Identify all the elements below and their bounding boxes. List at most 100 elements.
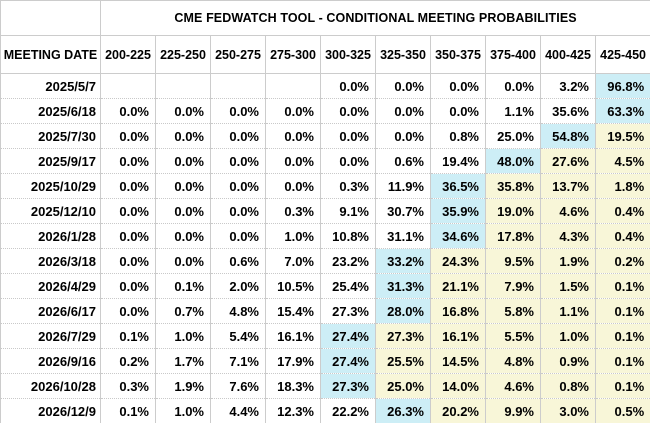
column-header-rate-range: 200-225 xyxy=(100,35,156,74)
probability-cell: 4.6% xyxy=(540,198,596,224)
title-row: CME FEDWATCH TOOL - CONDITIONAL MEETING … xyxy=(0,0,650,36)
probability-cell: 25.5% xyxy=(375,348,431,374)
meeting-date-cell: 2026/9/16 xyxy=(0,348,101,374)
probability-cell: 1.0% xyxy=(265,223,321,249)
probability-cell: 0.0% xyxy=(210,148,266,174)
probability-cell: 16.1% xyxy=(430,323,486,349)
probability-cell: 20.2% xyxy=(430,398,486,423)
probability-cell: 19.5% xyxy=(595,123,650,149)
probability-cell: 0.0% xyxy=(320,123,376,149)
probability-cell: 0.1% xyxy=(595,273,650,299)
probability-cell: 96.8% xyxy=(595,73,650,99)
probability-cell: 0.0% xyxy=(155,248,211,274)
probability-cell: 0.0% xyxy=(155,123,211,149)
probability-cell: 0.0% xyxy=(210,223,266,249)
probability-cell: 11.9% xyxy=(375,173,431,199)
table-title: CME FEDWATCH TOOL - CONDITIONAL MEETING … xyxy=(100,0,650,36)
meeting-date-cell: 2026/10/28 xyxy=(0,373,101,399)
probability-cell: 0.0% xyxy=(375,123,431,149)
probability-cell: 0.9% xyxy=(540,348,596,374)
probability-cell: 1.5% xyxy=(540,273,596,299)
probability-cell: 0.0% xyxy=(430,73,486,99)
probability-cell: 1.1% xyxy=(540,298,596,324)
probability-cell: 0.0% xyxy=(265,123,321,149)
probability-cell: 0.0% xyxy=(100,248,156,274)
table-row: 2026/4/29 0.0% 0.1% 2.0% 10.5% 25.4% 31.3% 21.1… xyxy=(0,273,650,299)
probability-cell: 25.4% xyxy=(320,273,376,299)
probability-cell: 0.0% xyxy=(210,198,266,224)
table-row: 2025/7/30 0.0% 0.0% 0.0% 0.0% 0.0% 0.0% 0.8% 25.… xyxy=(0,123,650,149)
probability-cell: 18.3% xyxy=(265,373,321,399)
column-header-rate-range: 425-450 xyxy=(595,35,650,74)
probability-cell: 12.3% xyxy=(265,398,321,423)
probability-cell: 5.8% xyxy=(485,298,541,324)
probability-cell: 10.8% xyxy=(320,223,376,249)
probability-cell: 25.0% xyxy=(485,123,541,149)
probability-cell: 4.4% xyxy=(210,398,266,423)
probability-cell: 23.2% xyxy=(320,248,376,274)
probability-cell: 1.7% xyxy=(155,348,211,374)
probability-cell: 7.1% xyxy=(210,348,266,374)
probability-cell: 0.1% xyxy=(100,323,156,349)
probability-cell: 9.5% xyxy=(485,248,541,274)
probability-cell: 5.4% xyxy=(210,323,266,349)
probability-cell: 0.0% xyxy=(100,198,156,224)
probability-cell: 9.9% xyxy=(485,398,541,423)
probability-cell: 27.3% xyxy=(320,373,376,399)
probability-cell: 0.0% xyxy=(155,98,211,124)
probability-cell: 17.8% xyxy=(485,223,541,249)
column-header-rate-range: 400-425 xyxy=(540,35,596,74)
probability-cell: 0.3% xyxy=(265,198,321,224)
probability-cell: 0.8% xyxy=(540,373,596,399)
probability-cell: 0.1% xyxy=(155,273,211,299)
probability-cell: 30.7% xyxy=(375,198,431,224)
probability-cell: 0.1% xyxy=(595,348,650,374)
probability-cell xyxy=(265,73,321,99)
probability-cell: 0.0% xyxy=(210,123,266,149)
probability-cell: 35.9% xyxy=(430,198,486,224)
table-row: 2025/5/7 0.0% 0.0% 0.0% 0.0% 3.2% 96.8% xyxy=(0,73,650,99)
probability-cell: 0.0% xyxy=(100,223,156,249)
probability-cell: 0.0% xyxy=(100,273,156,299)
probability-cell: 3.0% xyxy=(540,398,596,423)
probability-cell xyxy=(100,73,156,99)
probability-cell: 0.3% xyxy=(320,173,376,199)
table-row: 2025/12/10 0.0% 0.0% 0.0% 0.3% 9.1% 30.7% 35.9%… xyxy=(0,198,650,224)
probability-cell: 0.0% xyxy=(155,223,211,249)
probability-cell: 19.4% xyxy=(430,148,486,174)
probability-cell: 0.0% xyxy=(265,98,321,124)
probability-cell: 54.8% xyxy=(540,123,596,149)
meeting-date-cell: 2026/4/29 xyxy=(0,273,101,299)
probability-cell: 63.3% xyxy=(595,98,650,124)
probability-cell: 0.0% xyxy=(100,173,156,199)
column-header-rate-range: 300-325 xyxy=(320,35,376,74)
probability-cell: 0.0% xyxy=(265,148,321,174)
table-row: 2025/6/18 0.0% 0.0% 0.0% 0.0% 0.0% 0.0% 0.0% 1.1… xyxy=(0,98,650,124)
meeting-date-cell: 2025/9/17 xyxy=(0,148,101,174)
meeting-date-cell: 2025/10/29 xyxy=(0,173,101,199)
probability-cell: 0.5% xyxy=(595,398,650,423)
table-row: 2026/3/18 0.0% 0.0% 0.6% 7.0% 23.2% 33.2% 24.3%… xyxy=(0,248,650,274)
probability-cell: 1.9% xyxy=(540,248,596,274)
meeting-date-cell: 2026/6/17 xyxy=(0,298,101,324)
probability-cell: 27.4% xyxy=(320,323,376,349)
probability-cell: 0.0% xyxy=(100,98,156,124)
meeting-date-cell: 2025/6/18 xyxy=(0,98,101,124)
probability-cell: 0.0% xyxy=(320,148,376,174)
probability-cell: 3.2% xyxy=(540,73,596,99)
meeting-date-cell: 2026/7/29 xyxy=(0,323,101,349)
probability-cell: 27.3% xyxy=(375,323,431,349)
probability-cell: 0.8% xyxy=(430,123,486,149)
probability-cell: 0.3% xyxy=(100,373,156,399)
probability-cell: 0.0% xyxy=(155,148,211,174)
probability-cell: 7.6% xyxy=(210,373,266,399)
probability-cell: 13.7% xyxy=(540,173,596,199)
probability-cell: 22.2% xyxy=(320,398,376,423)
probability-cell: 0.0% xyxy=(100,123,156,149)
probability-cell: 27.6% xyxy=(540,148,596,174)
table-row: 2026/10/28 0.3% 1.9% 7.6% 18.3% 27.3% 25.0% 14.… xyxy=(0,373,650,399)
probability-cell: 0.0% xyxy=(210,98,266,124)
probability-cell: 4.6% xyxy=(485,373,541,399)
meeting-date-cell: 2026/3/18 xyxy=(0,248,101,274)
